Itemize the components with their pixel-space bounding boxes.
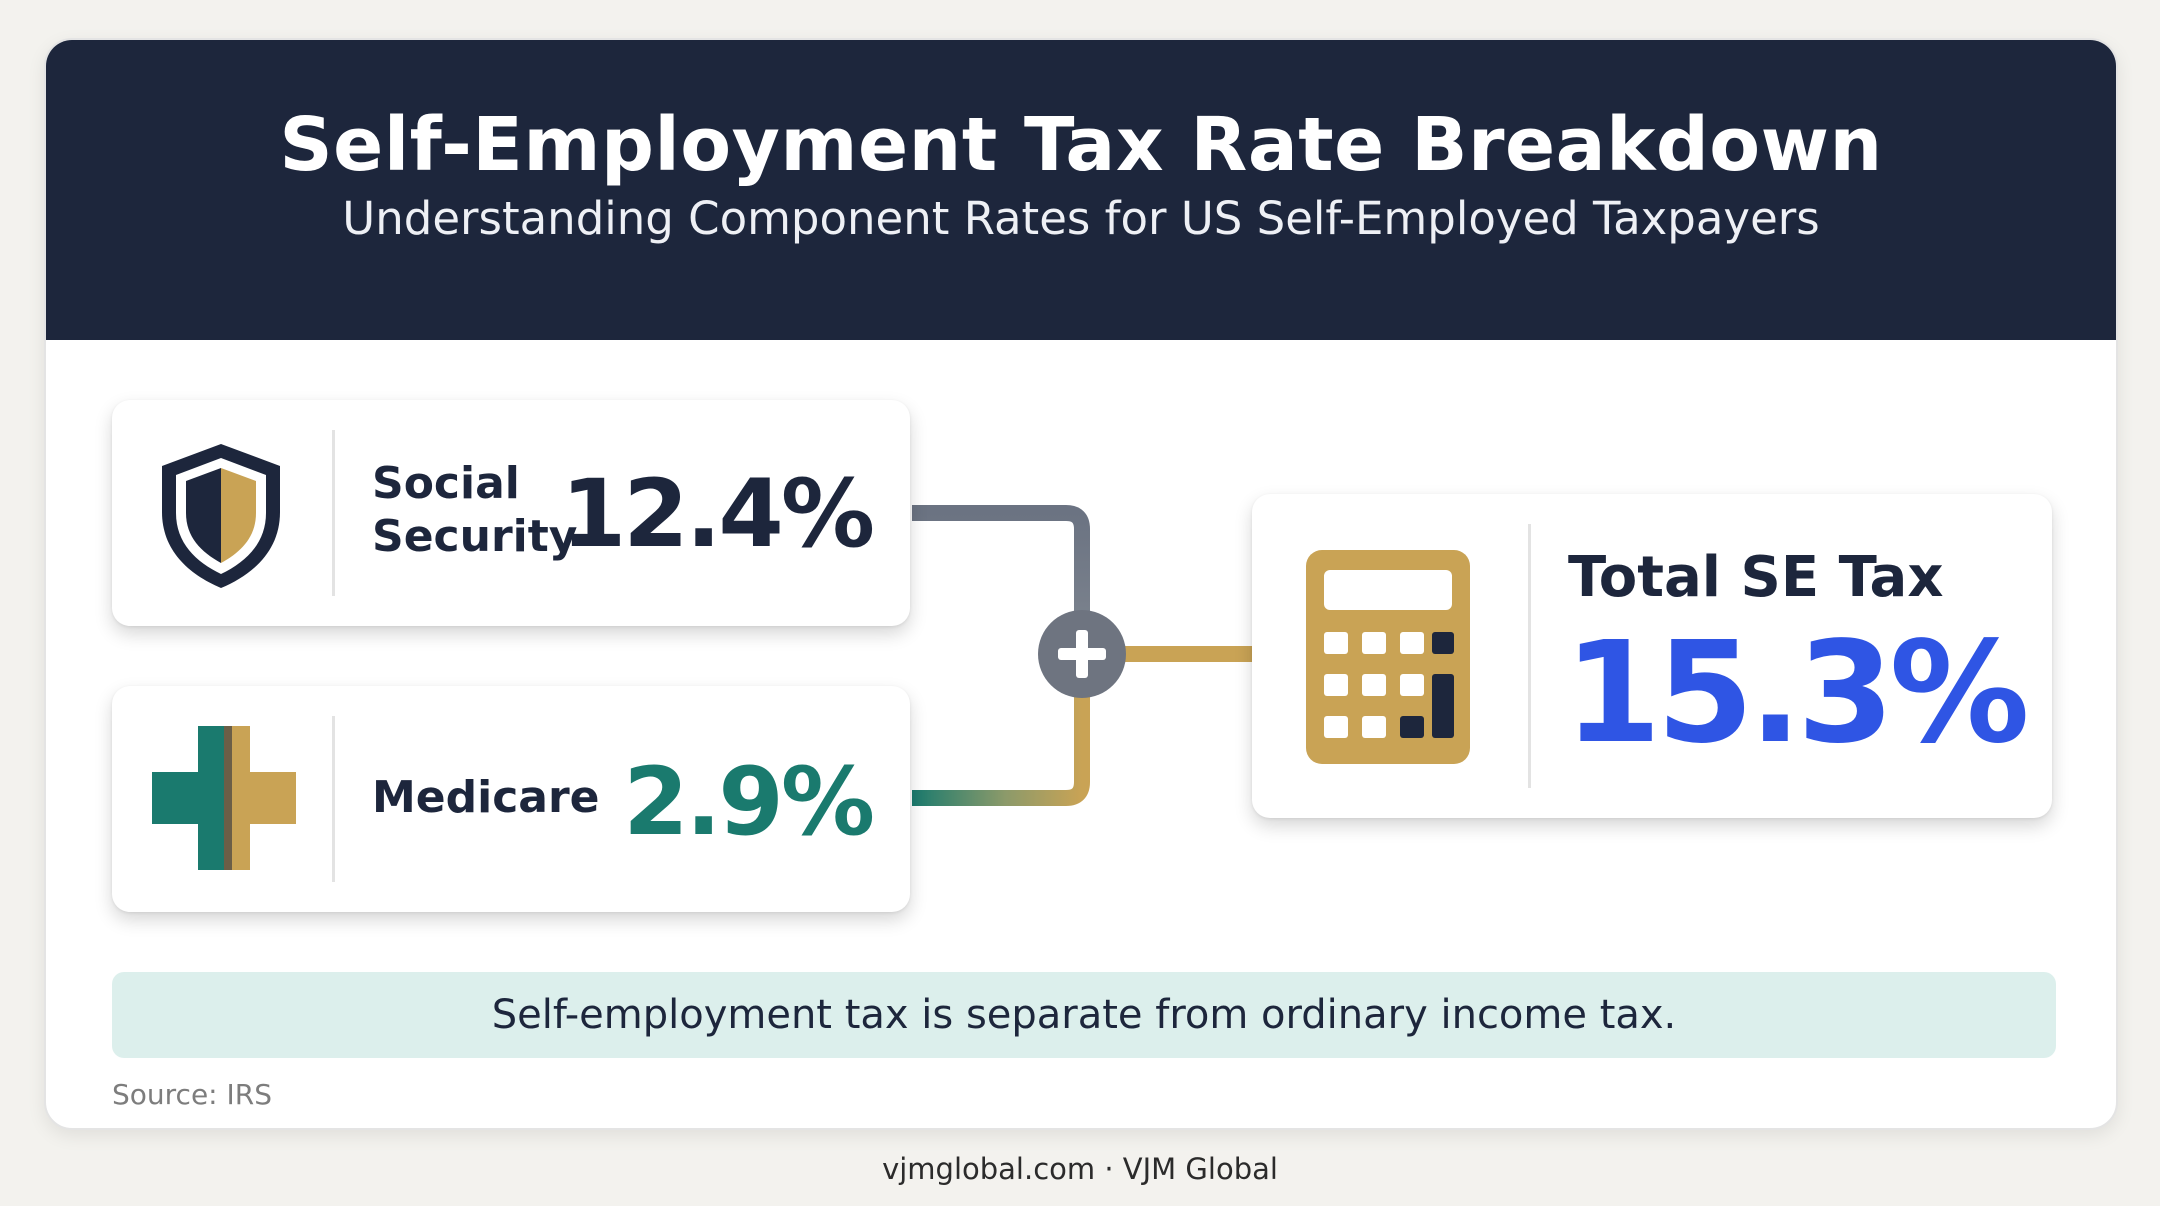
header-banner: Self-Employment Tax Rate Breakdown Under… <box>46 40 2116 340</box>
total-se-tax-card: Total SE Tax 15.3% <box>1252 494 2052 818</box>
infographic-panel: Self-Employment Tax Rate Breakdown Under… <box>44 38 2118 1130</box>
medicare-rate: 2.9% <box>623 748 875 857</box>
social-security-label: Social Security <box>372 458 577 564</box>
social-security-rate: 12.4% <box>560 460 875 569</box>
footer-credit: vjmglobal.com · VJM Global <box>882 1152 1278 1186</box>
social-security-label-line2: Security <box>372 510 578 562</box>
social-security-label-line1: Social <box>372 458 520 509</box>
plus-icon <box>1038 610 1126 698</box>
medicare-card: Medicare 2.9% <box>112 686 910 912</box>
medicare-label: Medicare <box>372 772 600 823</box>
info-note: Self-employment tax is separate from ord… <box>112 972 2056 1058</box>
card-divider <box>1528 524 1531 788</box>
calculator-icon <box>1306 550 1470 764</box>
total-se-tax-label: Total SE Tax <box>1568 545 1944 610</box>
connector-medicare <box>912 658 1090 806</box>
card-divider <box>332 430 335 596</box>
social-security-card: Social Security 12.4% <box>112 400 910 626</box>
card-divider <box>332 716 335 882</box>
total-se-tax-rate: 15.3% <box>1564 612 2030 775</box>
source-citation: Source: IRS <box>112 1078 272 1111</box>
page-subtitle: Understanding Component Rates for US Sel… <box>342 192 1820 245</box>
connector-social-security <box>912 505 1090 658</box>
shield-icon <box>162 444 280 588</box>
medical-cross-icon <box>152 726 296 870</box>
page-title: Self-Employment Tax Rate Breakdown <box>279 102 1883 188</box>
